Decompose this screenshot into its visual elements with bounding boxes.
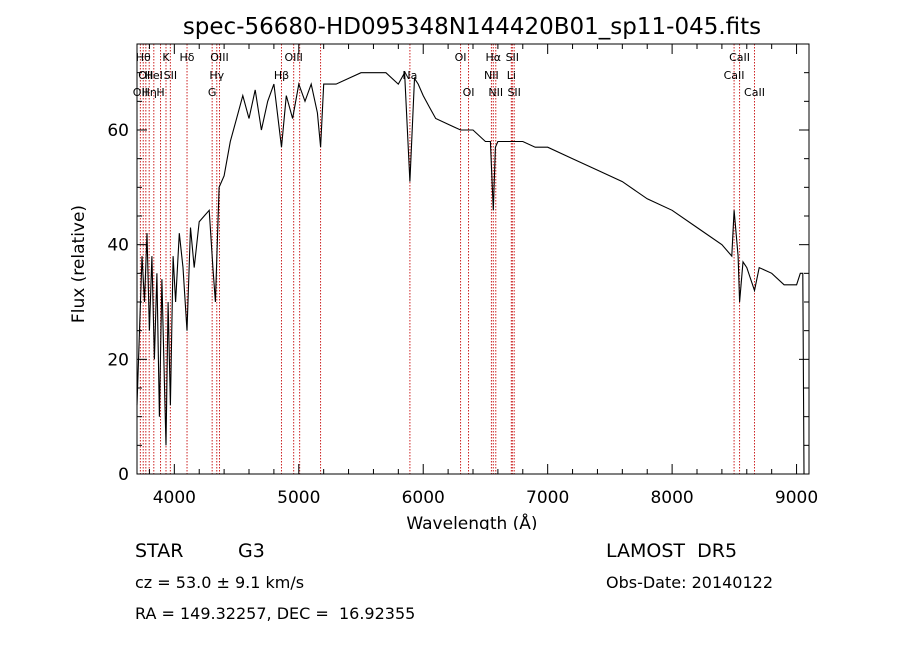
line-marker-label: Hδ — [180, 51, 195, 64]
line-marker-label: OII — [138, 69, 153, 82]
line-marker-label: Hβ — [274, 69, 289, 82]
redshift-velocity: cz = 53.0 ± 9.1 km/s — [135, 573, 305, 592]
line-marker-label: H — [156, 86, 164, 99]
x-axis-label: Wavelength (Å) — [406, 512, 537, 530]
plot-frame — [136, 43, 810, 475]
object-type: STAR — [135, 540, 184, 562]
line-marker-label: HeI — [145, 69, 163, 82]
line-marker-label: OIII — [284, 51, 302, 64]
x-tick-label: 8000 — [650, 488, 693, 508]
x-tick-label: 9000 — [775, 488, 818, 508]
y-tick-label: 20 — [107, 350, 129, 370]
spectral-line-labels: OIIHθOIIHηHeIHKSIIHδGHγOIIIHβOIIINaOIOIN… — [133, 51, 765, 99]
line-marker-label: K — [162, 51, 170, 64]
line-marker-label: CaII — [744, 86, 765, 99]
line-marker-label: SII — [506, 51, 519, 64]
line-marker-label: Hη — [142, 86, 157, 99]
line-marker-label: CaII — [724, 69, 745, 82]
line-marker-label: Li — [507, 69, 516, 82]
line-marker-label: Na — [402, 69, 417, 82]
line-marker-label: Hα — [486, 51, 502, 64]
line-marker-label: NII — [488, 86, 503, 99]
spectrum-line — [136, 70, 805, 475]
x-tick-label: 4000 — [153, 488, 196, 508]
spectral-line-markers — [139, 44, 755, 474]
line-marker-label: OI — [455, 51, 467, 64]
x-tick-label: 5000 — [277, 488, 320, 508]
spectral-subclass: G3 — [238, 540, 265, 562]
coordinates: RA = 149.32257, DEC = 16.92355 — [135, 604, 416, 623]
line-marker-label: Hθ — [136, 51, 151, 64]
line-marker-label: OI — [463, 86, 475, 99]
x-tick-label: 6000 — [402, 488, 445, 508]
y-axis: 0 20 40 60 — [107, 72, 809, 485]
line-marker-label: CaII — [729, 51, 750, 64]
line-marker-label: SII — [164, 69, 177, 82]
spectrum-chart: spec-56680-HD095348N144420B01_sp11-045.f… — [69, 14, 818, 534]
observation-date: Obs-Date: 20140122 — [606, 573, 774, 592]
line-marker-label: G — [208, 86, 217, 99]
y-axis-label: Flux (relative) — [69, 205, 89, 323]
chart-title: spec-56680-HD095348N144420B01_sp11-045.f… — [183, 14, 761, 40]
line-marker-label: SII — [507, 86, 520, 99]
line-marker-label: Hγ — [209, 69, 224, 82]
line-marker-label: NII — [484, 69, 499, 82]
x-axis: 4000 5000 6000 7000 8000 9000 — [148, 44, 818, 508]
y-tick-label: 60 — [107, 121, 129, 141]
y-tick-label: 40 — [107, 236, 129, 256]
x-tick-label: 7000 — [526, 488, 569, 508]
line-marker-label: OIII — [210, 51, 228, 64]
y-tick-label: 0 — [118, 465, 129, 485]
survey-name: LAMOST DR5 — [606, 540, 738, 562]
